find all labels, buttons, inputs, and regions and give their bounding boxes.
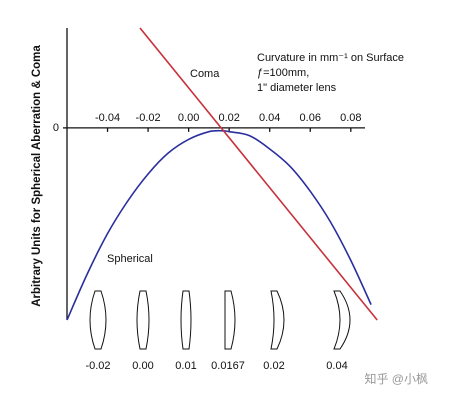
series-label: Coma [190, 68, 220, 80]
x-tick-label: -0.04 [95, 112, 120, 124]
lens-label: 0.0167 [211, 360, 245, 372]
series-line [66, 129, 372, 321]
watermark: 知乎 @小枫 [364, 371, 428, 386]
lens [89, 290, 107, 350]
lens [224, 290, 236, 350]
x-tick-label: 0.06 [300, 112, 321, 124]
y-tick-label: 0 [53, 122, 59, 134]
note-line: ƒ=100mm, [257, 67, 309, 79]
series-label: Spherical [107, 253, 153, 265]
x-tick-label: 0.02 [218, 112, 239, 124]
lens [270, 290, 285, 350]
x-tick-label: 0.08 [340, 112, 361, 124]
lens-label: 0.01 [175, 360, 196, 372]
lens-label: -0.02 [85, 360, 110, 372]
lens [180, 290, 192, 350]
y-axis-label: Arbitrary Units for Spherical Aberration… [31, 45, 43, 307]
lens-label: 0.02 [263, 360, 284, 372]
x-tick-label: 0.00 [178, 112, 199, 124]
lens [333, 290, 351, 350]
note-line: Curvature in mm⁻¹ on Surface [257, 52, 404, 64]
note-line: 1" diameter lens [257, 82, 337, 94]
x-tick-label: 0.04 [259, 112, 280, 124]
lens-label: 0.00 [132, 360, 153, 372]
x-tick-label: -0.02 [136, 112, 161, 124]
lens [136, 290, 150, 350]
lens-label: 0.04 [326, 360, 347, 372]
series-line [139, 27, 378, 321]
